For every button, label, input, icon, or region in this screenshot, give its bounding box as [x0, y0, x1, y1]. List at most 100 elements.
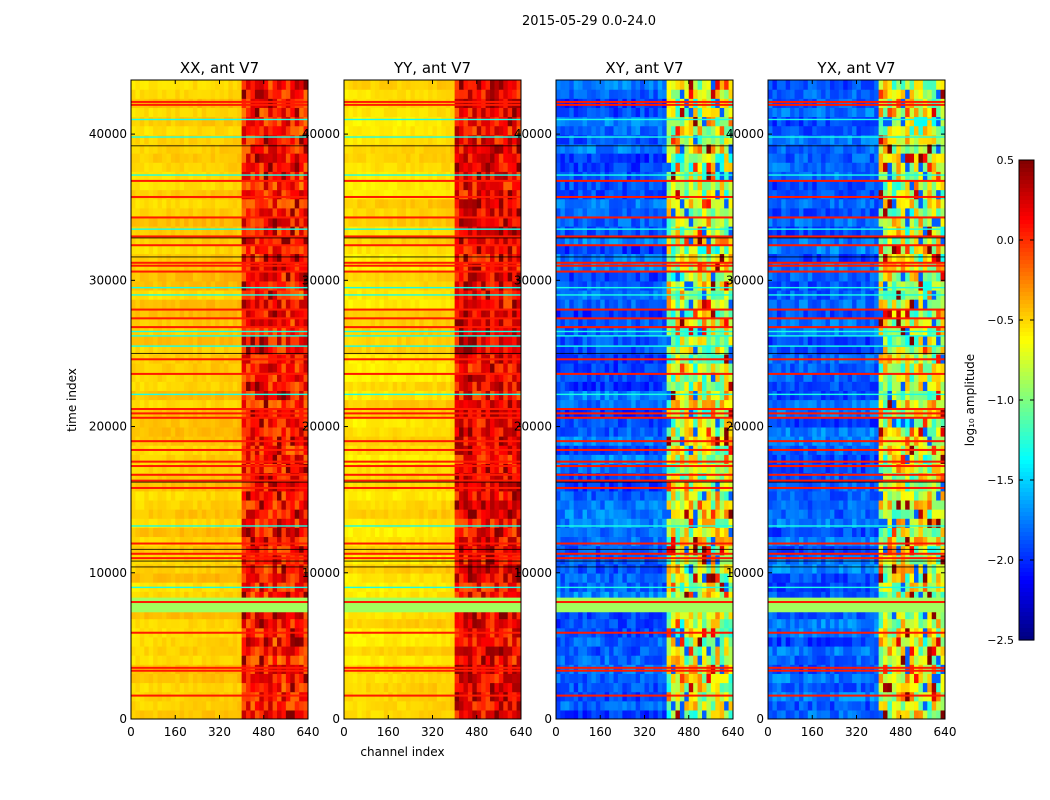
flag-line	[131, 326, 308, 329]
heatmap-cell	[153, 399, 159, 410]
heatmap-cell	[241, 162, 247, 172]
heatmap-cell	[246, 655, 252, 665]
heatmap-cell	[344, 527, 350, 538]
heatmap-cell	[139, 481, 145, 492]
heatmap-cell	[166, 499, 172, 510]
heatmap-cell	[285, 554, 291, 565]
heatmap-cell	[507, 609, 513, 620]
heatmap-cell	[197, 518, 203, 528]
heatmap-cell	[410, 545, 416, 556]
heatmap-cell	[467, 499, 473, 510]
heatmap-cell	[272, 572, 278, 583]
heatmap-cell	[344, 645, 350, 656]
heatmap-cell	[294, 655, 300, 665]
heatmap-cell	[153, 207, 159, 218]
heatmap-cell	[397, 235, 403, 245]
heatmap-cell	[170, 572, 176, 583]
heatmap-cell	[153, 664, 159, 674]
heatmap-cell	[170, 116, 176, 127]
heatmap-cell	[166, 655, 172, 665]
heatmap-cell	[175, 244, 181, 255]
heatmap-cell	[290, 490, 296, 501]
flag-line	[131, 460, 308, 463]
heatmap-cell	[485, 299, 491, 309]
heatmap-cell	[441, 299, 447, 309]
heatmap-cell	[485, 673, 491, 684]
heatmap-cell	[374, 572, 380, 583]
heatmap-cell	[366, 509, 372, 519]
heatmap-cell	[454, 709, 460, 719]
heatmap-cell	[303, 673, 308, 684]
heatmap-cell	[192, 509, 198, 519]
heatmap-cell	[153, 89, 159, 99]
heatmap-cell	[472, 463, 478, 474]
heatmap-cell	[397, 463, 403, 474]
heatmap-cell	[228, 472, 234, 483]
heatmap-cell	[392, 554, 398, 565]
heatmap-cell	[201, 134, 207, 145]
heatmap-cell	[303, 153, 308, 163]
heatmap-cell	[192, 372, 198, 382]
heatmap-cell	[153, 171, 159, 182]
heatmap-cell	[228, 372, 234, 382]
heatmap-cell	[281, 153, 287, 163]
heatmap-cell	[228, 271, 234, 282]
heatmap-cell	[476, 271, 482, 282]
heatmap-cell	[170, 609, 176, 620]
heatmap-cell	[175, 554, 181, 565]
heatmap-cell	[303, 98, 308, 108]
heatmap-cell	[197, 673, 203, 684]
heatmap-cell	[277, 107, 283, 118]
heatmap-cell	[210, 381, 216, 391]
heatmap-cell	[197, 499, 203, 510]
heatmap-cell	[210, 545, 216, 556]
heatmap-cell	[490, 682, 496, 693]
heatmap-cell	[228, 399, 234, 410]
heatmap-cell	[135, 308, 141, 318]
heatmap-cell	[201, 545, 207, 556]
heatmap-cell	[498, 499, 504, 510]
heatmap-cell	[219, 472, 225, 483]
heatmap-cell	[131, 645, 137, 656]
heatmap-cell	[175, 308, 181, 318]
heatmap-cell	[450, 700, 456, 711]
heatmap-cell	[144, 481, 150, 492]
heatmap-cell	[144, 125, 150, 136]
heatmap-cell	[423, 664, 429, 674]
heatmap-cell	[490, 673, 496, 684]
heatmap-cell	[135, 271, 141, 282]
heatmap-cell	[197, 271, 203, 282]
heatmap-cell	[272, 198, 278, 209]
heatmap-cell	[277, 536, 283, 547]
heatmap-cell	[370, 390, 376, 401]
heatmap-cell	[423, 527, 429, 538]
heatmap-cell	[299, 499, 305, 510]
heatmap-cell	[428, 472, 434, 483]
heatmap-cell	[472, 390, 478, 401]
heatmap-cell	[445, 463, 451, 474]
heatmap-cell	[139, 636, 145, 647]
heatmap-cell	[277, 390, 283, 401]
heatmap-cell	[184, 299, 190, 309]
heatmap-cell	[206, 171, 212, 182]
heatmap-cell	[397, 317, 403, 328]
heatmap-cell	[348, 499, 354, 510]
heatmap-cell	[498, 490, 504, 501]
heatmap-cell	[135, 89, 141, 99]
heatmap-cell	[201, 180, 207, 191]
heatmap-cell	[410, 335, 416, 346]
heatmap-cell	[228, 518, 234, 528]
heatmap-cell	[184, 344, 190, 355]
heatmap-cell	[268, 198, 274, 209]
heatmap-cell	[383, 262, 389, 273]
heatmap-cell	[197, 226, 203, 236]
heatmap-cell	[507, 454, 513, 464]
heatmap-cell	[210, 143, 216, 154]
heatmap-cell	[516, 636, 521, 647]
heatmap-cell	[401, 682, 407, 693]
heatmap-cell	[512, 472, 518, 483]
heatmap-cell	[131, 390, 137, 401]
heatmap-cell	[232, 609, 238, 620]
heatmap-cell	[299, 463, 305, 474]
heatmap-cell	[463, 655, 469, 665]
